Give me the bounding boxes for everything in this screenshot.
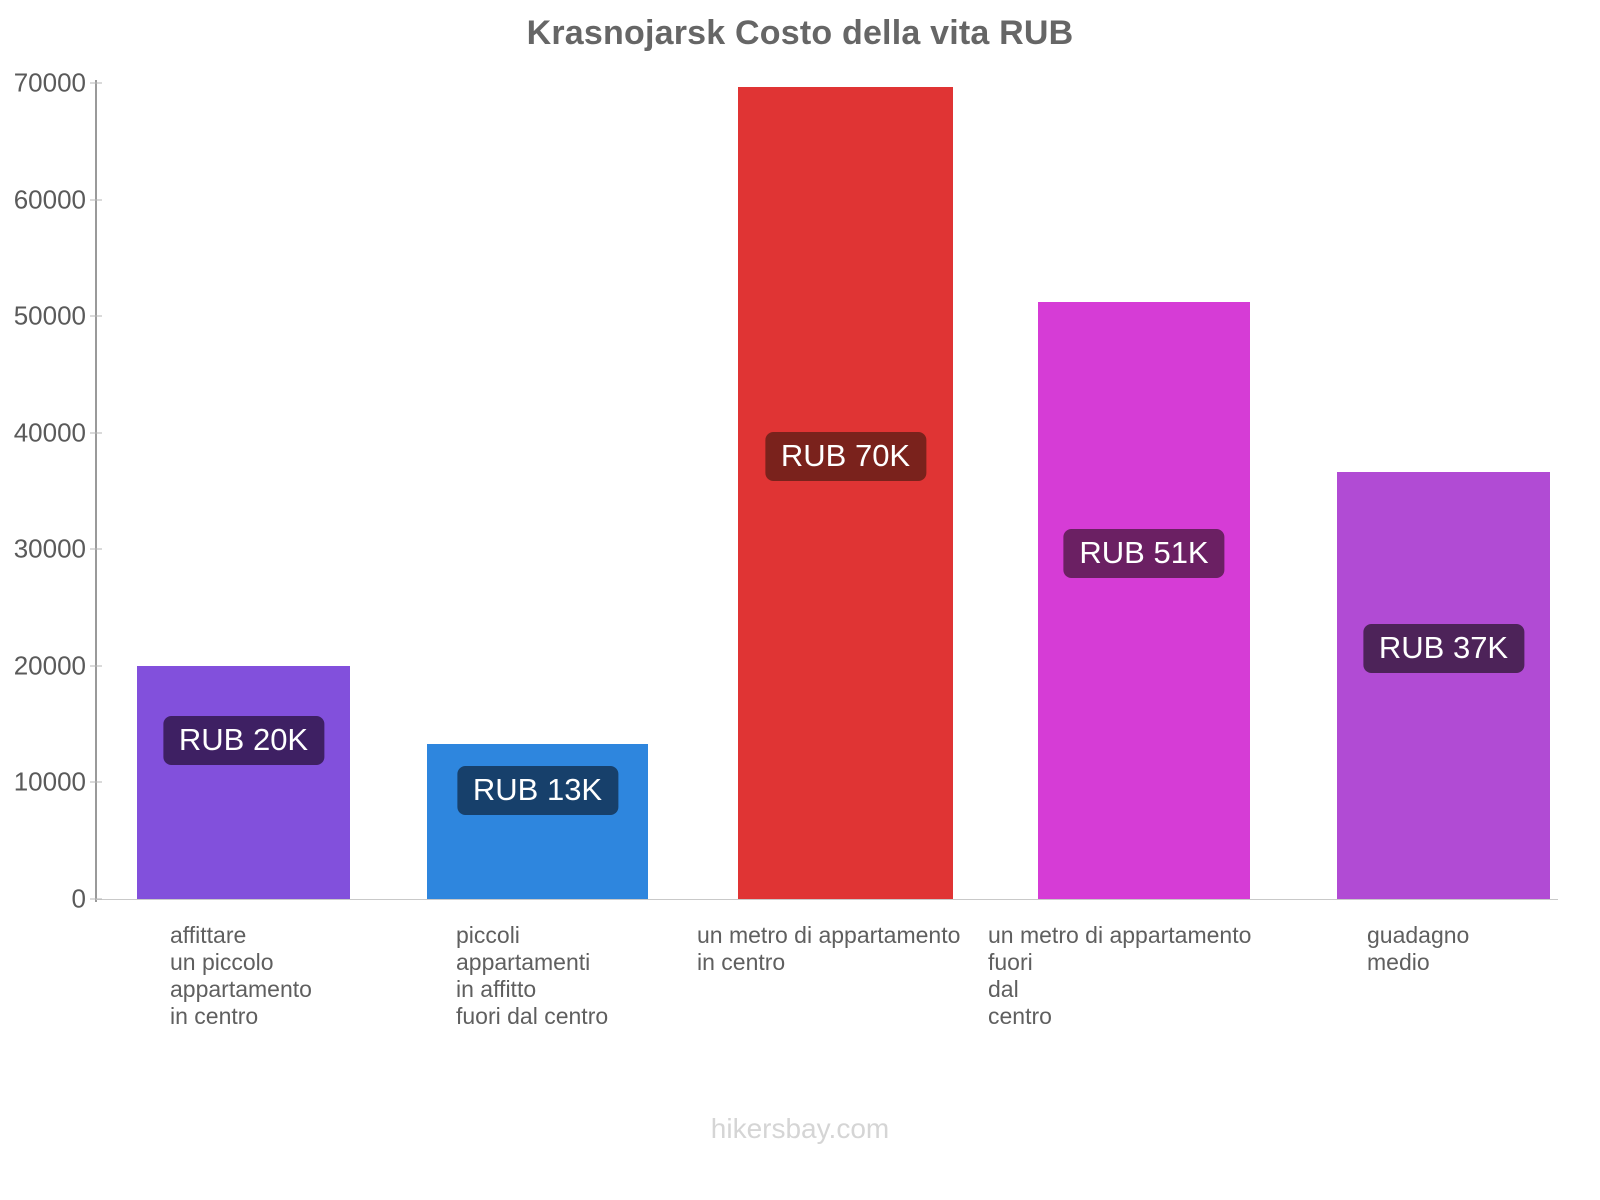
y-axis-tick-mark [90,548,102,550]
y-axis-tick-label: 0 [71,883,86,914]
x-axis-category-label: piccoli appartamenti in affitto fuori da… [456,922,609,1029]
x-axis-category-label: guadagno medio [1367,922,1470,975]
bar-value-label: RUB 70K [764,431,927,481]
y-axis-tick-mark [90,665,102,667]
y-axis-tick-mark [90,315,102,317]
bar-value-label: RUB 37K [1362,624,1525,674]
y-axis-tick-label: 70000 [13,67,86,98]
bar[interactable]: RUB 51K [1038,302,1250,899]
y-axis-tick-label: 40000 [13,417,86,448]
x-axis-category-label: un metro di appartamento fuori dal centr… [988,922,1252,1029]
bar-value-label: RUB 13K [456,765,619,815]
footer-credit: hikersbay.com [710,1113,890,1144]
y-axis-tick-label: 10000 [13,766,86,797]
bar-value-label: RUB 20K [162,715,325,765]
y-axis-tick-label: 30000 [13,533,86,564]
y-axis-tick-label: 20000 [13,650,86,681]
bar[interactable]: RUB 20K [137,665,350,899]
bar[interactable]: RUB 13K [427,743,648,899]
y-axis-tick-label: 50000 [13,300,86,331]
chart-title: Krasnojarsk Costo della vita RUB [526,14,1074,52]
y-axis-tick-mark [90,898,102,900]
plot-area: RUB 20K RUB 13K RUB 70K RUB 51K RUB 37K [96,83,1554,899]
y-axis-tick-label: 60000 [13,184,86,215]
bar[interactable]: RUB 70K [738,86,953,899]
bar-value-label: RUB 51K [1063,529,1225,579]
y-axis-tick-mark [90,82,102,84]
bar[interactable]: RUB 37K [1337,472,1550,899]
y-axis-tick-mark [90,199,102,201]
x-axis-category-label: un metro di appartamento in centro [697,922,961,975]
y-axis-tick-mark [90,781,102,783]
x-axis-category-label: affittare un piccolo appartamento in cen… [170,922,312,1029]
x-axis-baseline [96,899,1558,900]
y-axis-line [95,80,97,902]
y-axis-tick-mark [90,432,102,434]
